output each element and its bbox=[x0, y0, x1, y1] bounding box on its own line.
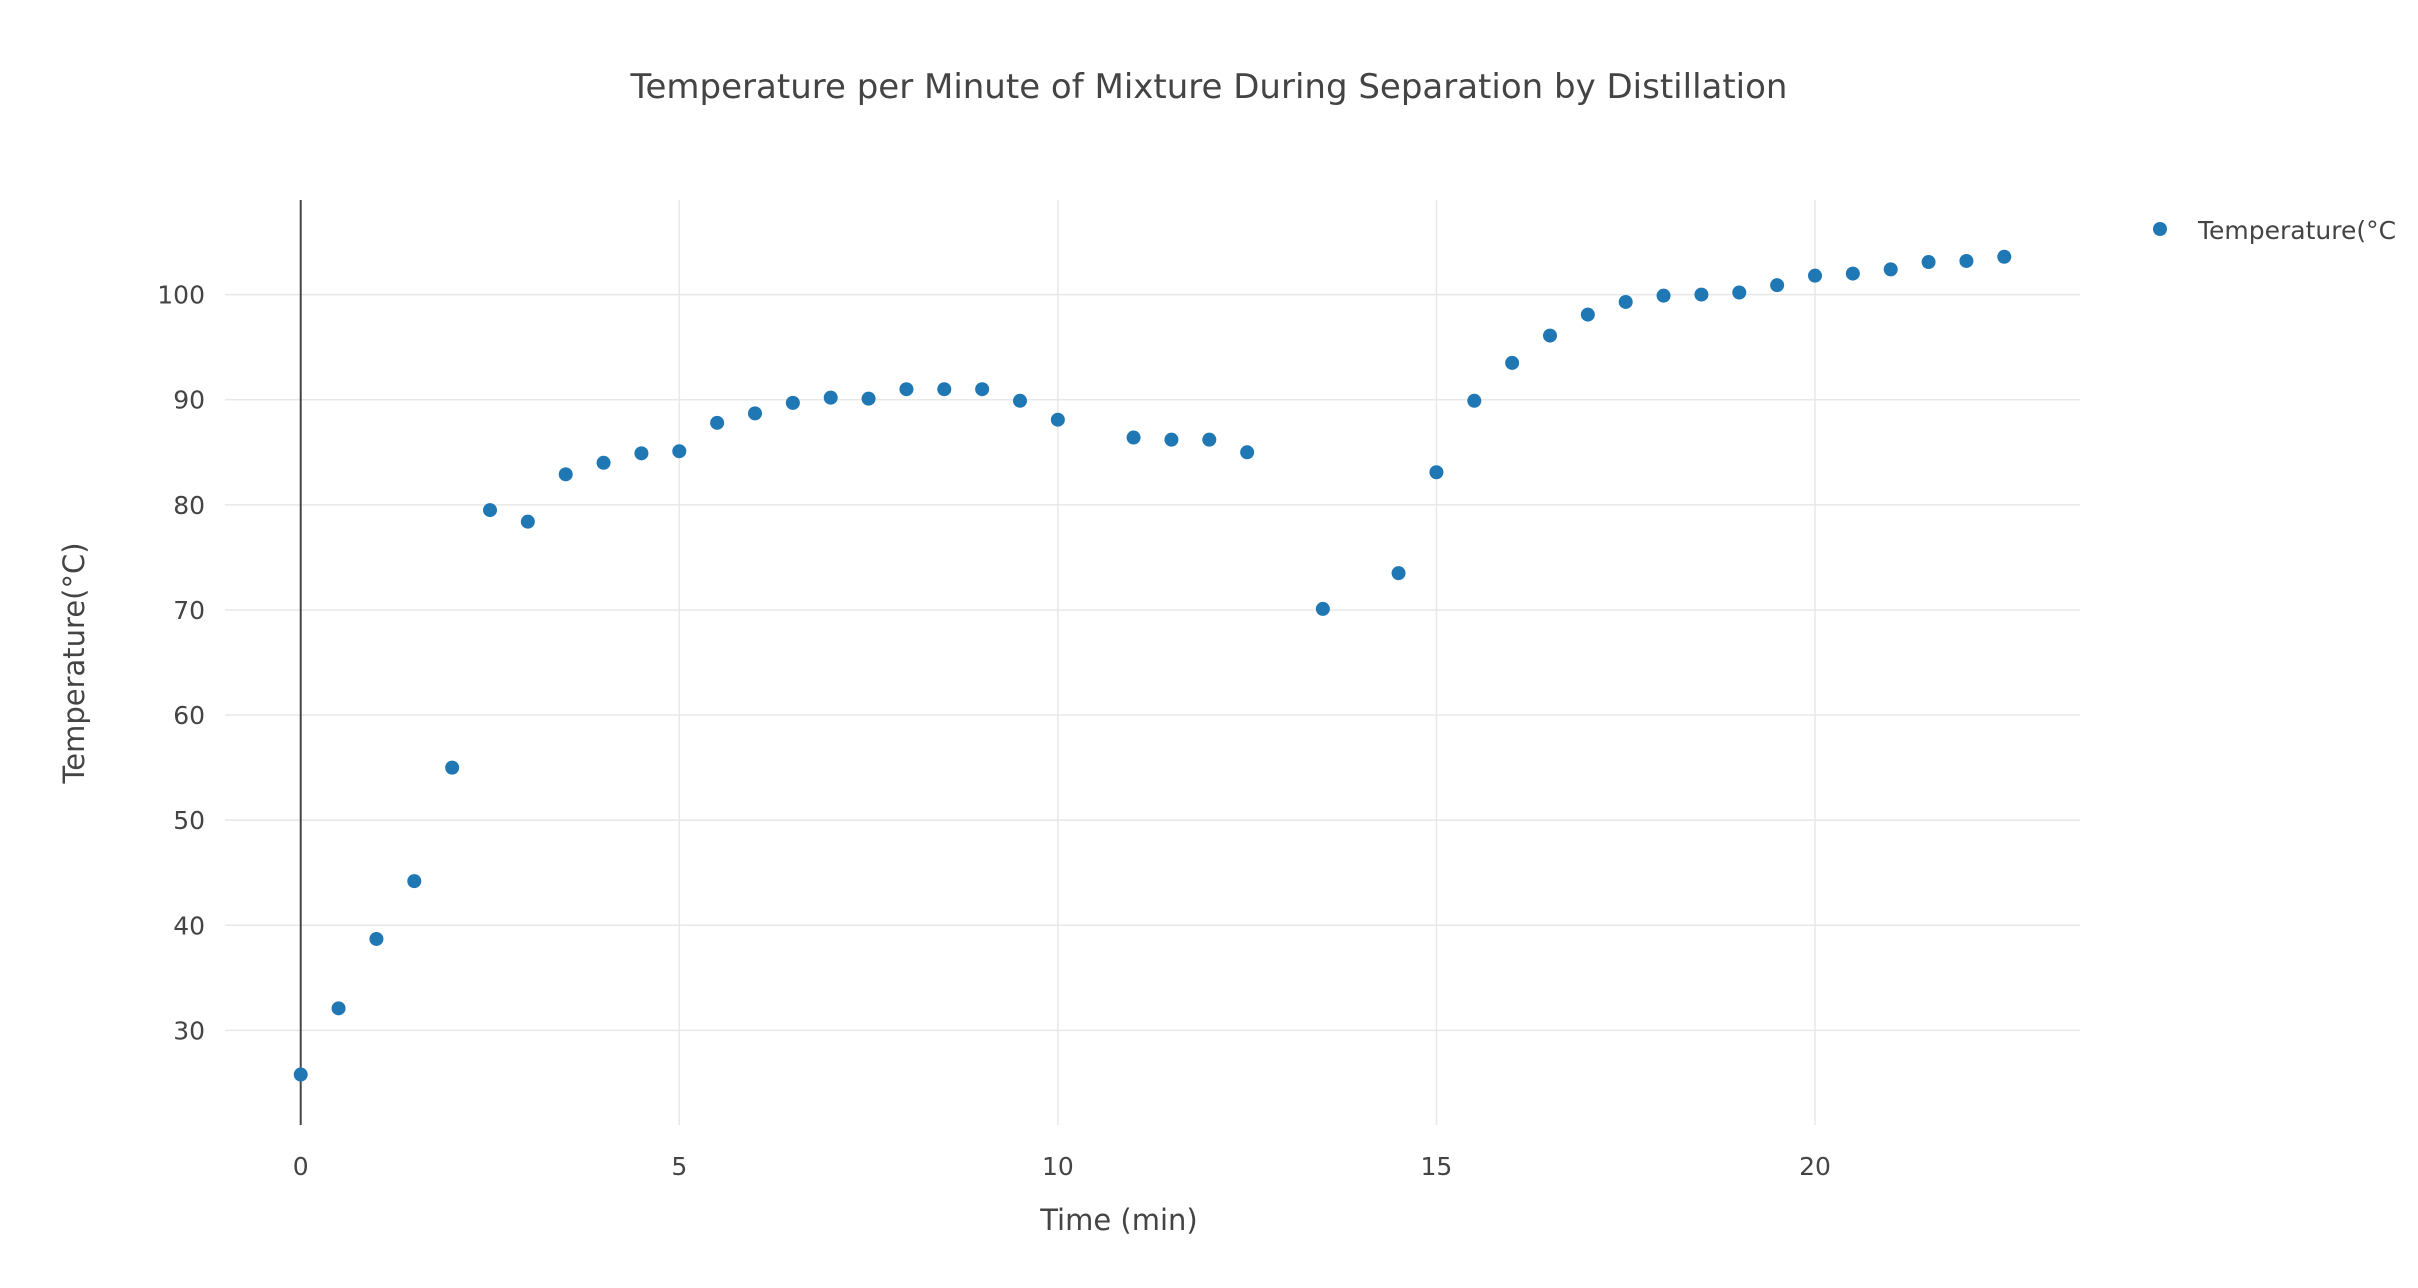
x-axis-title: Time (min) bbox=[1039, 1203, 1198, 1237]
data-point[interactable] bbox=[483, 503, 497, 518]
data-point[interactable] bbox=[748, 406, 762, 421]
y-tick-label: 70 bbox=[173, 596, 205, 625]
data-point[interactable] bbox=[369, 931, 384, 946]
data-point[interactable] bbox=[1429, 465, 1444, 480]
data-point[interactable] bbox=[1694, 287, 1709, 302]
x-tick-label: 5 bbox=[671, 1152, 687, 1181]
data-point[interactable] bbox=[1732, 285, 1747, 300]
data-point[interactable] bbox=[1315, 601, 1330, 616]
legend[interactable]: Temperature(°C bbox=[2153, 216, 2396, 245]
data-point[interactable] bbox=[899, 382, 914, 397]
y-tick-label: 100 bbox=[157, 281, 205, 310]
y-tick-label: 50 bbox=[173, 806, 205, 835]
data-point[interactable] bbox=[672, 444, 687, 459]
data-point[interactable] bbox=[558, 467, 573, 482]
data-point[interactable] bbox=[1959, 253, 1974, 268]
x-tick-label: 0 bbox=[293, 1152, 309, 1181]
data-point[interactable] bbox=[1580, 307, 1595, 322]
data-point[interactable] bbox=[1202, 432, 1217, 447]
data-point[interactable] bbox=[1883, 262, 1898, 277]
data-point[interactable] bbox=[520, 514, 535, 529]
data-point[interactable] bbox=[634, 446, 649, 461]
data-point[interactable] bbox=[1997, 249, 2012, 264]
data-point[interactable] bbox=[1240, 445, 1255, 460]
data-point[interactable] bbox=[1050, 412, 1065, 427]
data-point[interactable] bbox=[937, 382, 952, 397]
legend-marker bbox=[2153, 222, 2167, 236]
data-point[interactable] bbox=[785, 395, 800, 410]
y-tick-label: 40 bbox=[173, 911, 205, 940]
grid-lines bbox=[225, 200, 2080, 1125]
y-tick-label: 30 bbox=[173, 1016, 205, 1045]
x-tick-label: 15 bbox=[1421, 1152, 1453, 1181]
data-point[interactable] bbox=[1808, 268, 1822, 283]
data-point[interactable] bbox=[1543, 328, 1557, 343]
data-point[interactable] bbox=[596, 455, 611, 470]
data-point[interactable] bbox=[1770, 278, 1785, 293]
y-tick-label: 60 bbox=[173, 701, 205, 730]
data-point[interactable] bbox=[1505, 355, 1520, 370]
y-tick-label: 90 bbox=[173, 386, 205, 415]
data-point[interactable] bbox=[1164, 432, 1179, 447]
data-point[interactable] bbox=[861, 391, 876, 406]
data-point[interactable] bbox=[1656, 288, 1671, 303]
data-point[interactable] bbox=[1845, 266, 1860, 281]
data-point[interactable] bbox=[1467, 393, 1482, 408]
x-tick-label: 10 bbox=[1042, 1152, 1074, 1181]
x-tick-label: 20 bbox=[1799, 1152, 1831, 1181]
data-point[interactable] bbox=[1391, 566, 1406, 581]
data-point[interactable] bbox=[1618, 294, 1633, 309]
data-point[interactable] bbox=[407, 874, 422, 889]
data-point[interactable] bbox=[823, 390, 838, 405]
legend-label: Temperature(°C bbox=[2197, 216, 2396, 245]
data-points bbox=[293, 249, 2012, 1082]
y-axis-title: Temperature(°C) bbox=[57, 542, 91, 784]
data-point[interactable] bbox=[1126, 430, 1141, 445]
y-tick-label: 80 bbox=[173, 491, 205, 520]
data-point[interactable] bbox=[293, 1067, 308, 1082]
chart-title: Temperature per Minute of Mixture During… bbox=[630, 67, 1788, 107]
data-point[interactable] bbox=[1921, 255, 1936, 270]
data-point[interactable] bbox=[331, 1001, 346, 1016]
data-point[interactable] bbox=[445, 760, 460, 775]
data-point[interactable] bbox=[975, 382, 990, 397]
data-point[interactable] bbox=[710, 415, 725, 430]
data-point[interactable] bbox=[1013, 393, 1027, 408]
tick-labels: 0 5 10 15 20 30 40 50 60 70 80 90 100 bbox=[157, 281, 1831, 1181]
